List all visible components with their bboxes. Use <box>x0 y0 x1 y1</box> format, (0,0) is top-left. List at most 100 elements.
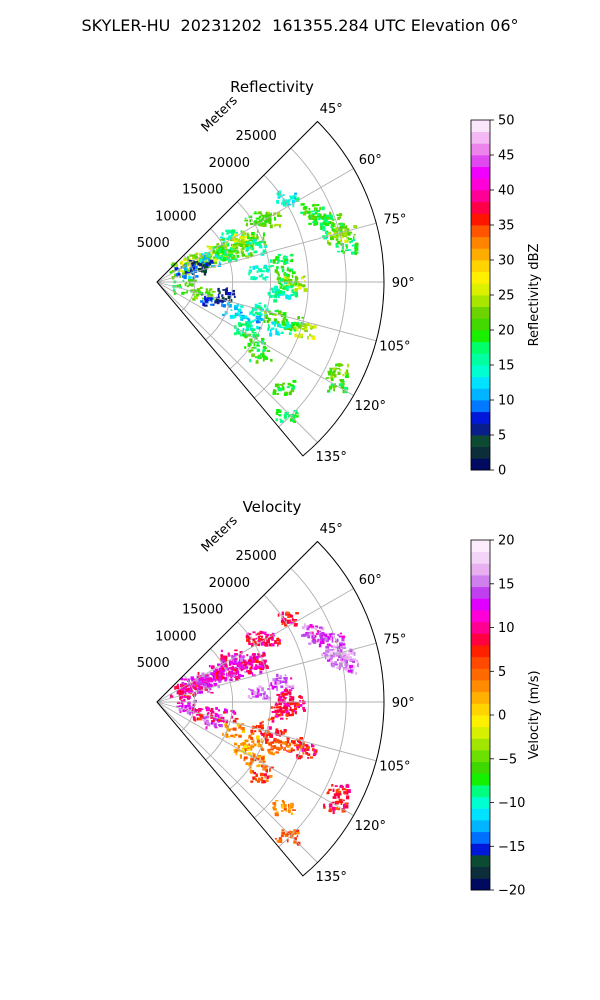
colorbar-swatch <box>471 318 490 331</box>
azimuth-tick-label: 135° <box>316 870 347 885</box>
range-tick-label: 10000 <box>155 630 196 645</box>
data-cell <box>300 203 325 220</box>
colorbar-swatch <box>471 621 490 634</box>
colorbar-swatch <box>471 201 490 214</box>
range-tick-label: 10000 <box>155 210 196 225</box>
colorbar-tick-label: 20 <box>498 324 515 339</box>
colorbar-swatch <box>471 598 490 611</box>
azimuth-tick-label: 90° <box>392 696 415 711</box>
data-cell <box>191 706 215 724</box>
data-cell <box>267 285 292 303</box>
data-cell <box>231 242 254 260</box>
range-ring <box>229 621 271 790</box>
data-cell <box>336 658 360 675</box>
grid <box>156 121 384 443</box>
colorbar-tick-label: 15 <box>498 577 515 592</box>
azimuth-tick-label: 90° <box>392 276 415 291</box>
colorbar-swatch <box>471 820 490 833</box>
colorbar-swatch <box>471 645 490 658</box>
colorbar-swatch <box>471 586 490 599</box>
colorbar-swatch <box>471 400 490 413</box>
colorbar-swatch <box>471 668 490 681</box>
colorbar-swatch <box>471 726 490 739</box>
data-cell <box>272 379 297 396</box>
data-cell <box>267 320 292 337</box>
colorbar-swatch <box>471 715 490 728</box>
colorbar-swatch <box>471 750 490 763</box>
colorbar-tick-label: −20 <box>498 884 525 899</box>
colorbar-swatch <box>471 271 490 284</box>
figure-title: SKYLER-HU 20231202 161355.284 UTC Elevat… <box>81 16 519 35</box>
colorbar-swatch <box>471 785 490 798</box>
data-cell <box>267 739 292 756</box>
data-cell <box>214 706 239 724</box>
azimuth-tick-label: 75° <box>383 632 406 647</box>
azimuth-gridline <box>156 281 354 396</box>
colorbar-swatch <box>471 353 490 366</box>
colorbar-tick-label: −5 <box>498 752 517 767</box>
colorbar-label: Reflectivity dBZ <box>527 244 542 347</box>
azimuth-tick-label: 45° <box>320 102 343 117</box>
range-ring <box>254 594 309 819</box>
azimuth-tick-label: 120° <box>355 819 386 834</box>
sector-outline <box>156 120 385 457</box>
colorbar: 0 5 10 15 20 25 30 35 40 45 50 Reflectivity dBZ <box>470 114 542 479</box>
range-tick-label: 5000 <box>137 656 170 671</box>
azimuth-tick-label: 105° <box>379 340 410 355</box>
data-cell <box>327 363 349 380</box>
colorbar-swatch <box>471 540 490 553</box>
colorbar-tick-label: 30 <box>498 254 515 269</box>
colorbar-swatch <box>471 306 490 319</box>
data-cell <box>248 264 272 281</box>
range-tick-label: 25000 <box>235 549 276 564</box>
colorbar: −20 −15 −10 −5 0 5 10 15 20 Velocity (m/s) <box>470 534 542 899</box>
azimuth-gridline <box>156 701 377 762</box>
data-cells <box>169 190 359 423</box>
range-tick-label: 15000 <box>182 603 223 618</box>
colorbar-swatch <box>471 411 490 424</box>
colorbar-swatch <box>471 166 490 179</box>
colorbar-swatch <box>471 388 490 401</box>
data-cell <box>188 259 214 276</box>
colorbar-swatch <box>471 213 490 226</box>
azimuth-gridline <box>156 168 354 283</box>
range-tick-label: 20000 <box>209 156 250 171</box>
data-cell <box>248 346 273 364</box>
colorbar-tick-label: 45 <box>498 149 515 164</box>
data-cell <box>326 650 350 668</box>
data-cell <box>222 722 246 739</box>
azimuth-tick-label: 60° <box>359 153 382 168</box>
data-cell <box>247 684 272 701</box>
colorbar-swatch <box>471 866 490 879</box>
colorbar-swatch <box>471 435 490 448</box>
azimuth-tick-label: 135° <box>316 450 347 465</box>
colorbar-swatch <box>471 283 490 296</box>
data-cell <box>240 735 265 753</box>
colorbar-tick-label: 10 <box>498 394 515 409</box>
colorbar-tick-label: 15 <box>498 359 515 374</box>
sector-outline <box>156 540 385 877</box>
colorbar-swatch <box>471 295 490 308</box>
azimuth-gridline <box>156 281 377 342</box>
colorbar-tick-label: −15 <box>498 840 525 855</box>
data-cell <box>221 302 245 320</box>
azimuth-tick-label: 45° <box>320 522 343 537</box>
colorbar-label: Velocity (m/s) <box>527 670 542 759</box>
azimuth-gridline <box>156 701 318 863</box>
colorbar-tick-label: 20 <box>498 534 515 549</box>
data-cell <box>325 377 349 394</box>
colorbar-swatch <box>471 178 490 191</box>
colorbar-swatch <box>471 341 490 354</box>
range-tick-label: 15000 <box>182 183 223 198</box>
colorbar-swatch <box>471 260 490 273</box>
colorbar-swatch <box>471 143 490 156</box>
azimuth-gridline <box>156 701 354 816</box>
colorbar-swatch <box>471 330 490 343</box>
azimuth-gridline <box>156 642 377 703</box>
colorbar-swatch <box>471 225 490 238</box>
data-cells <box>169 611 360 846</box>
data-cell <box>272 799 296 817</box>
data-cell <box>323 798 349 815</box>
colorbar-swatch <box>471 563 490 576</box>
colorbar-swatch <box>471 248 490 261</box>
